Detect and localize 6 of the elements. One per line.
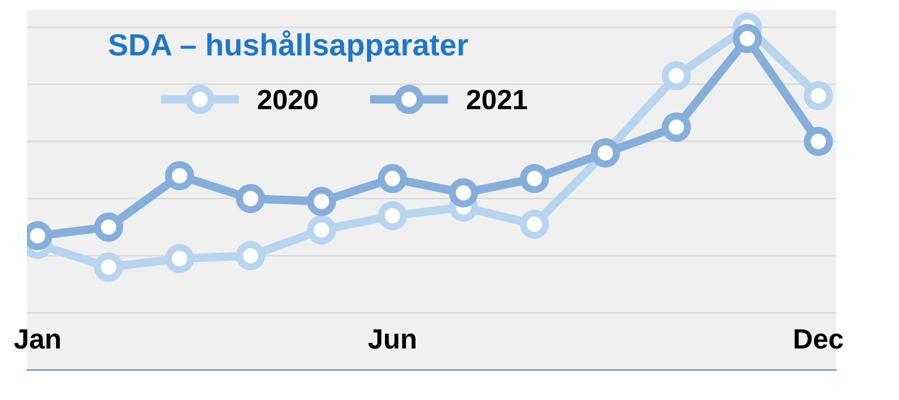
x-tick-label: Dec [794,329,843,349]
x-tick-label: Jan [14,329,60,349]
chart-title: SDA – hushållsapparater [108,30,468,62]
legend-label: 2021 [466,90,527,110]
legend-label: 2020 [258,90,318,110]
x-tick-label: Jun [368,329,416,349]
